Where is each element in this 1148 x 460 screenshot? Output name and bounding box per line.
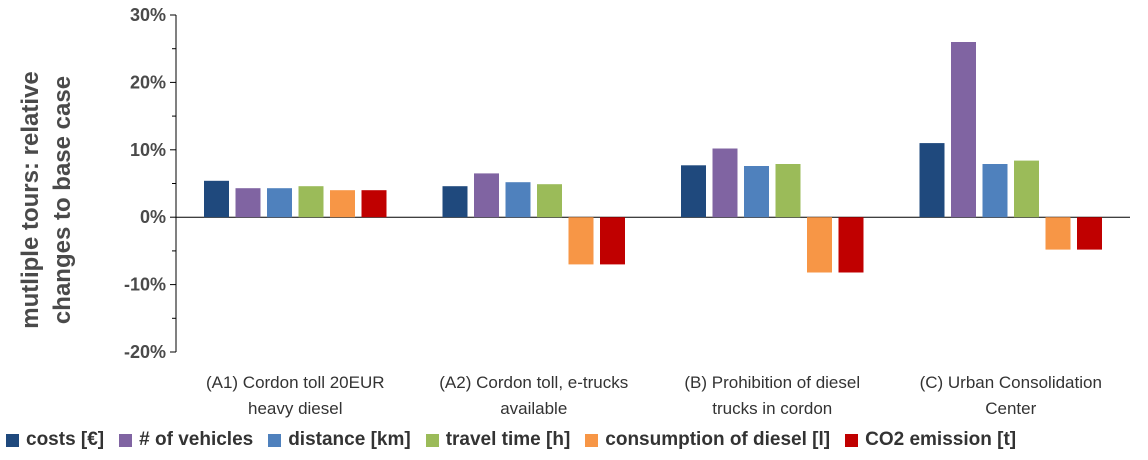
legend-item: costs [€] [6,429,104,451]
bar [442,186,468,218]
legend-item: distance [km] [268,429,411,451]
y-tick-label: 20% [130,72,166,92]
legend-swatch [585,433,599,447]
bar [600,217,625,265]
legend-label: # of vehicles [139,429,254,450]
bar [982,164,1008,218]
legend: costs [€] # of vehicles distance [km] trave… [6,426,1031,454]
legend-item: travel time [h] [425,429,571,451]
bar [235,188,261,218]
legend-label: distance [km] [288,429,411,450]
y-tick-label: -20% [124,342,166,362]
legend-label: CO2 emission [t] [865,429,1017,450]
bar [1077,217,1102,250]
legend-item: consumption of diesel [l] [585,429,830,451]
category-label: (A2) Cordon toll, e-trucks [439,373,628,392]
bar [1045,217,1071,250]
legend-swatch [845,433,859,447]
category-label: trucks in cordon [712,399,832,418]
bar [775,164,801,218]
legend-item: # of vehicles [119,429,253,451]
legend-swatch [6,433,19,447]
bar [712,148,738,218]
bar [505,182,531,218]
bars [204,42,1102,273]
y-tick-labels: -20% -10% 0% 10% 20% 30% [124,5,166,362]
category-label: (B) Prohibition of diesel [684,373,860,392]
legend-label: travel time [h] [445,429,571,450]
y-tick-label: 10% [130,140,166,160]
bar [267,188,292,218]
legend-swatch [425,433,439,447]
category-label: (A1) Cordon toll 20EUR [206,373,385,392]
bar [919,143,945,218]
y-tick-label: 30% [130,5,166,25]
category-label: Center [985,399,1036,418]
category-label: (C) Urban Consolidation [920,373,1102,392]
bar-chart: mutliple tours: relative changes to base… [17,5,1130,418]
bar [951,42,976,218]
bar [204,180,229,218]
legend-swatch [119,433,133,447]
y-axis-label-line-2: changes to base case [49,76,76,324]
legend-swatch [268,433,282,447]
bar [568,217,594,265]
y-tick-label: 0% [140,207,166,227]
category-label: heavy diesel [248,399,343,418]
y-axis-label-line-1: mutliple tours: relative [17,71,44,328]
category-labels: (A1) Cordon toll 20EUR heavy diesel (A2) C… [206,373,1102,418]
bar [537,184,562,218]
category-label: available [500,399,567,418]
bar [298,186,324,218]
legend-label: consumption of diesel [l] [605,429,831,450]
bar [681,165,706,218]
bar [474,173,499,218]
bar [838,217,864,273]
bar [361,190,387,218]
legend-label: costs [€] [26,429,105,450]
bar [807,217,832,273]
bar [744,166,769,218]
y-axis-label: mutliple tours: relative changes to base… [17,71,76,328]
legend-item: CO2 emission [t] [845,429,1016,451]
bar [1014,160,1039,218]
y-tick-label: -10% [124,275,166,295]
bar [330,190,355,218]
